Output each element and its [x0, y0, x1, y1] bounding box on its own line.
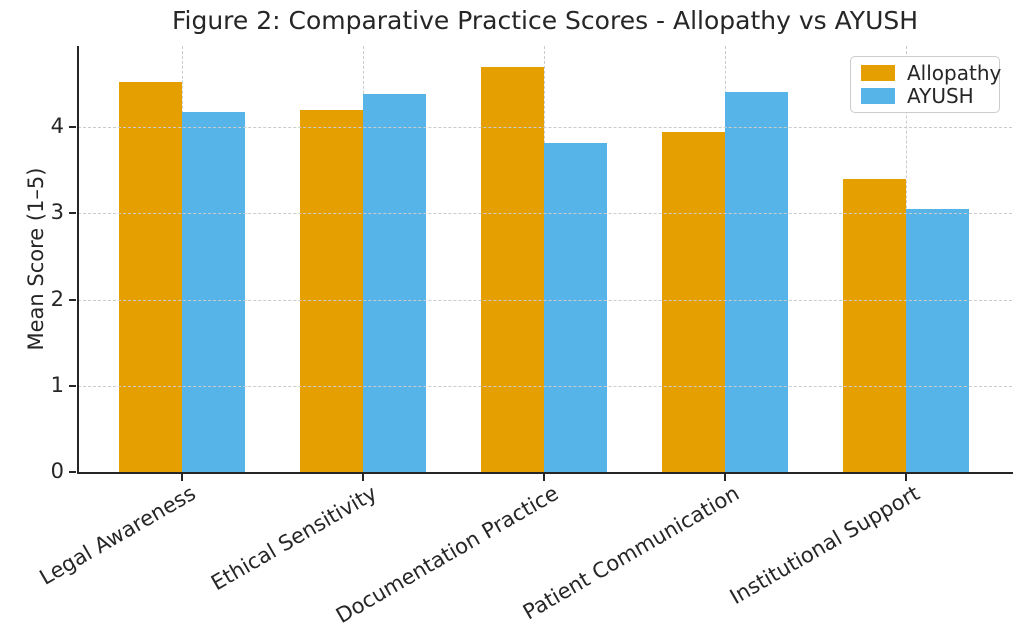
- x-tick-mark-patient-communication: [724, 474, 726, 481]
- y-tick-mark-1: [69, 384, 76, 387]
- gridline-h-1: [78, 385, 1012, 387]
- gridline-h-4: [78, 127, 1012, 129]
- bar-ayush-ethical-sensitivity: [363, 94, 426, 472]
- plot-area: [78, 46, 1012, 472]
- bar-allopathy-legal-awareness: [119, 82, 182, 472]
- y-tick-label-3: 3: [50, 200, 64, 225]
- bar-allopathy-institutional-support: [843, 178, 906, 472]
- x-tick-mark-legal-awareness: [181, 474, 183, 481]
- bar-ayush-institutional-support: [906, 209, 969, 472]
- gridline-h-2: [78, 299, 1012, 301]
- x-axis-spine: [76, 471, 1013, 474]
- gridline-h-3: [78, 213, 1012, 215]
- chart-title: Figure 2: Comparative Practice Scores - …: [171, 6, 919, 35]
- y-tick-mark-0: [69, 471, 76, 473]
- y-tick-label-2: 2: [50, 286, 64, 311]
- bar-allopathy-patient-communication: [662, 132, 725, 472]
- y-tick-label-4: 4: [50, 114, 64, 139]
- x-tick-mark-institutional-support: [905, 474, 907, 481]
- y-tick-mark-4: [69, 126, 76, 129]
- y-tick-mark-3: [69, 212, 76, 215]
- legend-swatch-ayush: [861, 88, 895, 105]
- bar-ayush-patient-communication: [725, 91, 788, 472]
- legend-item-allopathy: Allopathy: [861, 63, 1001, 83]
- x-tick-label-institutional-support: Institutional Support: [726, 481, 924, 610]
- bar-allopathy-ethical-sensitivity: [300, 109, 363, 472]
- legend-swatch-allopathy: [861, 64, 895, 81]
- y-tick-label-0: 0: [50, 459, 64, 484]
- y-axis-spine: [76, 46, 79, 474]
- x-tick-label-legal-awareness: Legal Awareness: [35, 481, 200, 590]
- legend: Allopathy AYUSH: [850, 56, 1001, 113]
- legend-label-ayush: AYUSH: [907, 84, 974, 109]
- y-tick-label-1: 1: [50, 372, 64, 397]
- y-axis-label: Mean Score (1–5): [24, 167, 48, 351]
- bar-ayush-legal-awareness: [182, 112, 245, 472]
- legend-item-ayush: AYUSH: [861, 86, 989, 106]
- legend-label-allopathy: Allopathy: [907, 60, 1002, 85]
- bar-allopathy-documentation-practice: [481, 66, 544, 472]
- x-tick-mark-ethical-sensitivity: [362, 474, 364, 481]
- x-tick-mark-documentation-practice: [543, 474, 545, 481]
- x-tick-label-ethical-sensitivity: Ethical Sensitivity: [207, 481, 381, 596]
- y-tick-mark-2: [69, 298, 76, 301]
- bar-ayush-documentation-practice: [544, 143, 607, 472]
